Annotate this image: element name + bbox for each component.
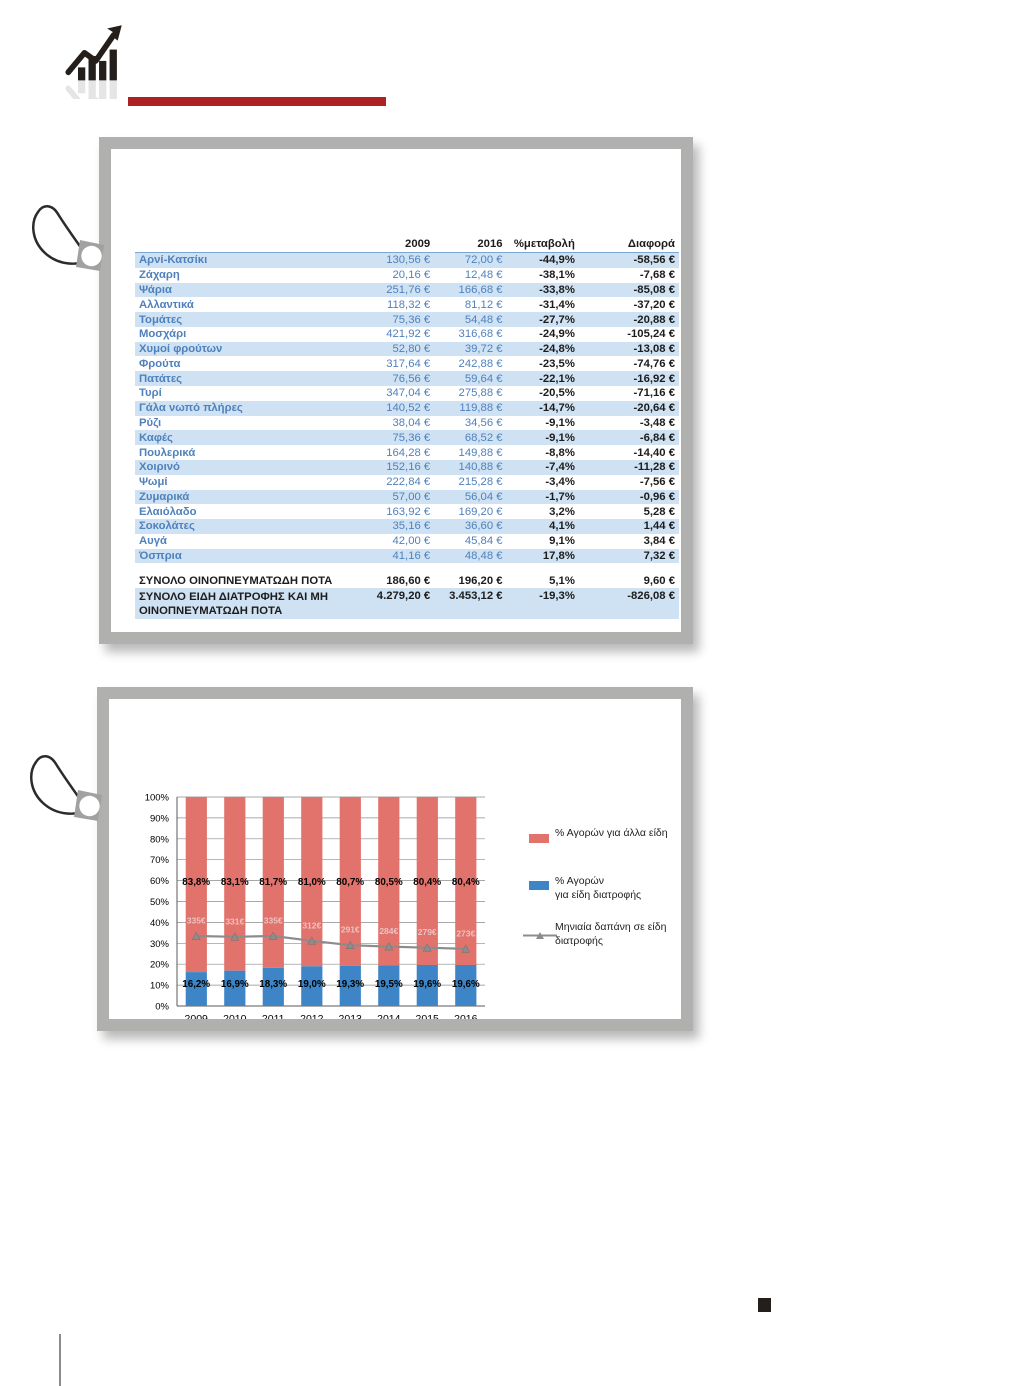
svg-text:2012: 2012 — [300, 1013, 324, 1019]
svg-text:83,1%: 83,1% — [221, 877, 249, 888]
svg-text:0%: 0% — [155, 1002, 169, 1013]
svg-text:2014: 2014 — [377, 1013, 401, 1019]
svg-text:2016: 2016 — [454, 1013, 478, 1019]
svg-text:40%: 40% — [150, 918, 170, 929]
svg-text:19,5%: 19,5% — [375, 979, 403, 990]
svg-text:2010: 2010 — [223, 1013, 247, 1019]
svg-text:19,0%: 19,0% — [298, 979, 326, 990]
svg-text:50%: 50% — [150, 897, 170, 908]
svg-text:279€: 279€ — [418, 927, 437, 937]
svg-text:83,8%: 83,8% — [182, 877, 210, 888]
svg-text:81,0%: 81,0% — [298, 877, 326, 888]
svg-text:19,6%: 19,6% — [413, 979, 441, 990]
svg-text:284€: 284€ — [379, 926, 398, 936]
svg-text:16,2%: 16,2% — [182, 979, 210, 990]
svg-text:30%: 30% — [150, 939, 170, 950]
svg-text:2009: 2009 — [185, 1013, 209, 1019]
svg-text:10%: 10% — [150, 981, 170, 992]
svg-text:2011: 2011 — [262, 1013, 285, 1019]
svg-text:291€: 291€ — [341, 925, 360, 935]
svg-text:16,9%: 16,9% — [221, 979, 249, 990]
svg-text:19,3%: 19,3% — [336, 979, 364, 990]
svg-text:81,7%: 81,7% — [259, 877, 287, 888]
svg-text:18,3%: 18,3% — [259, 979, 287, 990]
svg-text:2015: 2015 — [416, 1013, 440, 1019]
svg-text:335€: 335€ — [187, 915, 206, 925]
svg-text:70%: 70% — [150, 855, 170, 866]
svg-text:80,4%: 80,4% — [413, 877, 441, 888]
svg-text:335€: 335€ — [264, 915, 283, 925]
svg-text:331€: 331€ — [225, 916, 244, 926]
svg-text:90%: 90% — [150, 813, 170, 824]
svg-text:19,6%: 19,6% — [452, 979, 480, 990]
svg-text:273€: 273€ — [456, 928, 475, 938]
svg-text:60%: 60% — [150, 876, 170, 887]
svg-text:80,5%: 80,5% — [375, 877, 403, 888]
svg-text:80%: 80% — [150, 834, 170, 845]
svg-text:2013: 2013 — [339, 1013, 363, 1019]
svg-text:80,7%: 80,7% — [336, 877, 364, 888]
svg-text:20%: 20% — [150, 960, 170, 971]
svg-text:312€: 312€ — [302, 920, 321, 930]
svg-text:80,4%: 80,4% — [452, 877, 480, 888]
svg-text:100%: 100% — [145, 793, 170, 804]
